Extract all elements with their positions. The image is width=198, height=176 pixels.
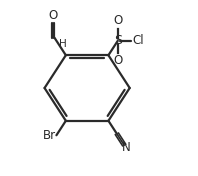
Text: O: O — [49, 9, 58, 22]
Text: Cl: Cl — [133, 34, 144, 47]
Text: S: S — [114, 34, 122, 47]
Text: N: N — [122, 141, 130, 154]
Text: O: O — [113, 54, 122, 67]
Text: O: O — [113, 14, 122, 27]
Text: Br: Br — [43, 129, 56, 142]
Text: H: H — [59, 39, 67, 49]
